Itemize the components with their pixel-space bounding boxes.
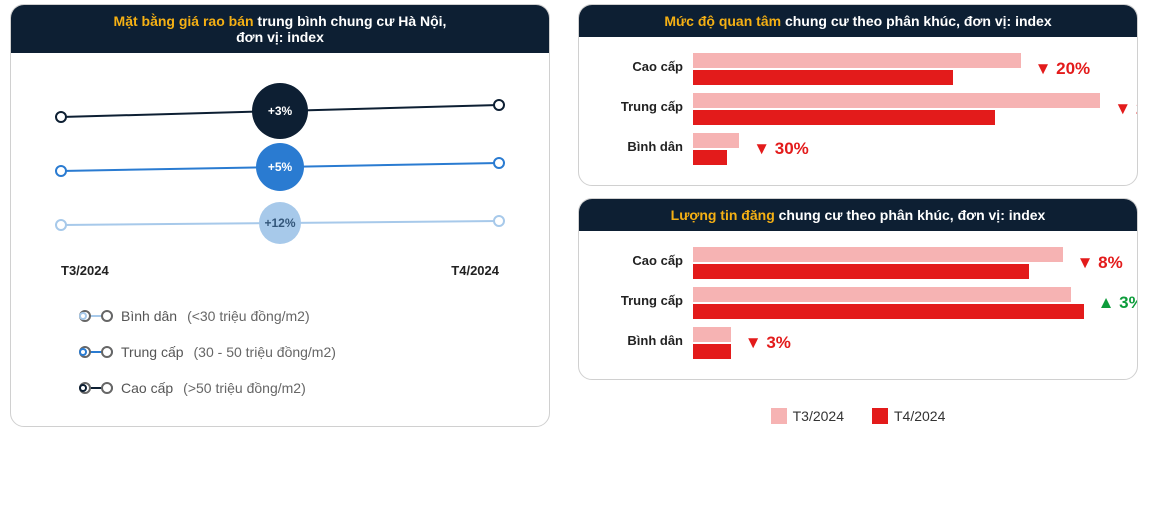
bar-curr (693, 110, 995, 125)
delta-label: ▼ 8% (1077, 253, 1123, 273)
legend-label: Cao cấp (121, 380, 173, 396)
delta-bubble: +12% (259, 202, 301, 244)
bar-curr (693, 150, 727, 165)
delta-bubble: +5% (256, 143, 304, 191)
bar-category-label: Cao cấp (593, 53, 693, 74)
bar-prev (693, 93, 1100, 108)
price-legend: Bình dân (<30 triệu đồng/m2) Trung cấp (30 … (11, 278, 549, 426)
legend-range: (30 - 50 triệu đồng/m2) (194, 344, 336, 360)
legend-label: Trung cấp (121, 344, 184, 360)
bar-row: Bình dân ▼ 30% (593, 133, 1123, 165)
bar-track: ▼ 3% (693, 327, 1123, 359)
price-index-title: Mặt bằng giá rao bán trung bình chung cư… (11, 5, 549, 53)
bar-category-label: Bình dân (593, 327, 693, 348)
legend-range: (>50 triệu đồng/m2) (183, 380, 306, 396)
bar-curr (693, 344, 731, 359)
line-marker (493, 99, 505, 111)
legend-swatch (771, 408, 787, 424)
bar-category-label: Bình dân (593, 133, 693, 154)
legend-item: T3/2024 (771, 408, 844, 424)
bar-prev (693, 247, 1063, 262)
legend-row: Bình dân (<30 triệu đồng/m2) (81, 298, 479, 334)
bar-row: Trung cấp▼ 25% (593, 93, 1123, 125)
delta-label: ▼ 3% (745, 333, 791, 353)
bar-track: ▼ 8% (693, 247, 1123, 279)
bar-chart-body: Cao cấp▼ 20%Trung cấp▼ 25%Bình dân▼ 30% (579, 37, 1137, 185)
line-series: +5% (61, 139, 499, 195)
delta-label: ▼ 20% (1035, 59, 1091, 79)
line-marker (493, 157, 505, 169)
legend-swatch (81, 387, 111, 389)
legend-range: (<30 triệu đồng/m2) (187, 308, 310, 324)
legend-swatch (81, 315, 111, 317)
bar-row: Cao cấp ▼ 20% (593, 53, 1123, 85)
bar-row: Bình dân ▼ 3% (593, 327, 1123, 359)
legend-row: Trung cấp (30 - 50 triệu đồng/m2) (81, 334, 479, 370)
period-legend: T3/2024 T4/2024 (578, 402, 1138, 426)
bar-track: ▼ 30% (693, 133, 1123, 165)
bar-prev (693, 327, 731, 342)
x-axis: T3/2024 T4/2024 (11, 263, 549, 278)
bar-chart-title: Mức độ quan tâm chung cư theo phân khúc,… (579, 5, 1137, 37)
bar-curr (693, 70, 953, 85)
bar-category-label: Trung cấp (593, 287, 693, 308)
legend-swatch (81, 351, 111, 353)
bar-category-label: Trung cấp (593, 93, 693, 114)
bar-chart-panel: Mức độ quan tâm chung cư theo phân khúc,… (578, 4, 1138, 186)
delta-label: ▼ 25% (1114, 99, 1138, 119)
bar-chart-body: Cao cấp▼ 8%Trung cấp▲ 3%Bình dân▼ 3% (579, 231, 1137, 379)
line-marker (55, 111, 67, 123)
line-marker (493, 215, 505, 227)
legend-label: T4/2024 (894, 408, 945, 424)
legend-label: Bình dân (121, 308, 177, 324)
bar-prev (693, 53, 1021, 68)
legend-item: T4/2024 (872, 408, 945, 424)
bar-prev (693, 287, 1071, 302)
line-series: +3% (61, 83, 499, 139)
bar-prev (693, 133, 739, 148)
bar-row: Cao cấp ▼ 8% (593, 247, 1123, 279)
delta-label: ▲ 3% (1098, 293, 1138, 313)
bar-track: ▲ 3% (693, 287, 1123, 319)
bar-chart-panel: Lượng tin đăng chung cư theo phân khúc, … (578, 198, 1138, 380)
line-series: +12% (61, 195, 499, 251)
line-marker (55, 219, 67, 231)
price-index-chart: +3%+5% +12% (11, 53, 549, 263)
delta-label: ▼ 30% (753, 139, 809, 159)
bar-category-label: Cao cấp (593, 247, 693, 268)
price-index-panel: Mặt bằng giá rao bán trung bình chung cư… (10, 4, 550, 427)
bar-chart-title: Lượng tin đăng chung cư theo phân khúc, … (579, 199, 1137, 231)
bar-curr (693, 264, 1029, 279)
bar-curr (693, 304, 1084, 319)
legend-swatch (872, 408, 888, 424)
line-marker (55, 165, 67, 177)
legend-label: T3/2024 (793, 408, 844, 424)
bar-track: ▼ 20% (693, 53, 1123, 85)
bar-row: Trung cấp▲ 3% (593, 287, 1123, 319)
bar-track: ▼ 25% (693, 93, 1123, 125)
legend-row: Cao cấp (>50 triệu đồng/m2) (81, 370, 479, 406)
delta-bubble: +3% (252, 83, 308, 139)
